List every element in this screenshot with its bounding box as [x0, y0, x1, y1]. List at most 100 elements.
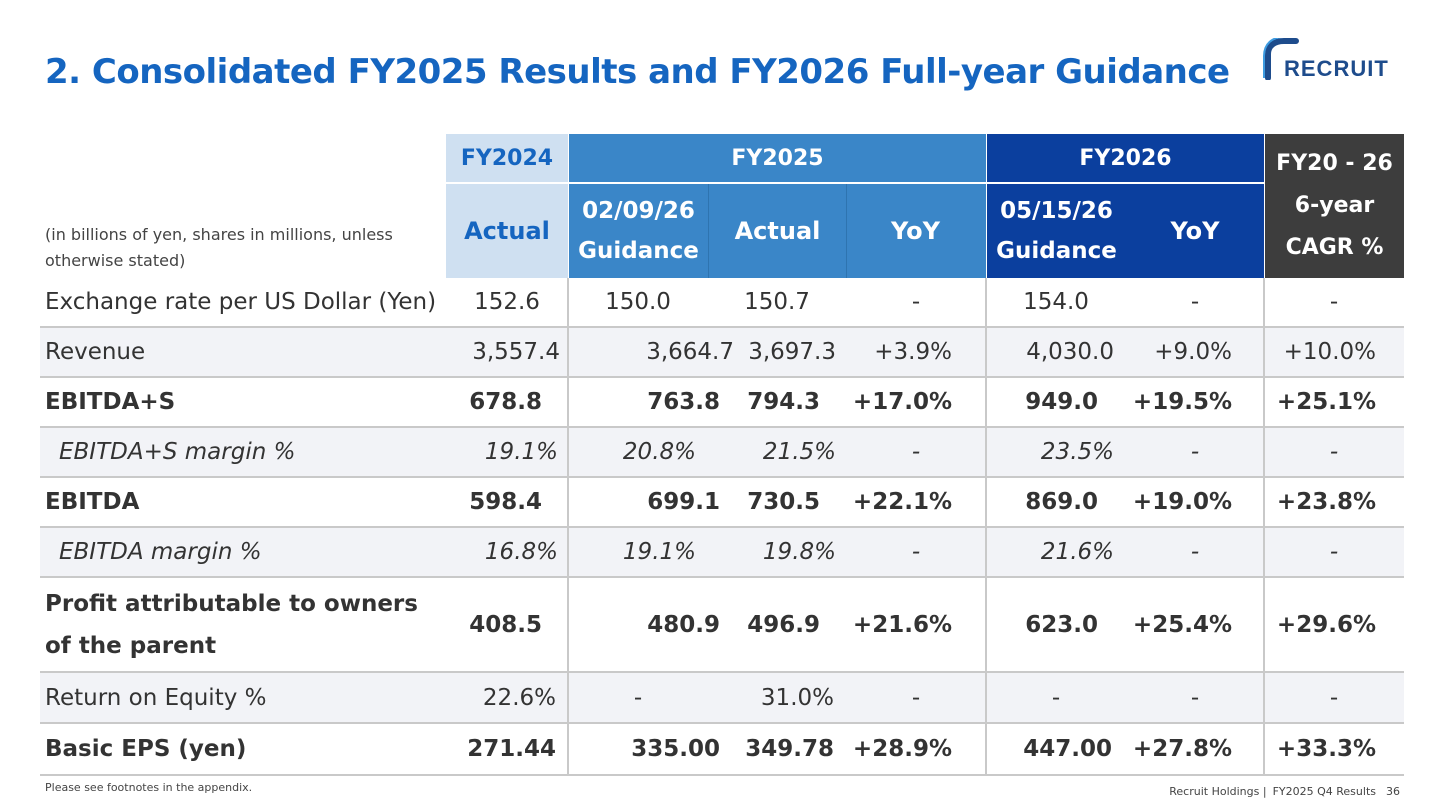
cell-fy2026-yoy: -: [1190, 289, 1200, 315]
cell-fy2025-guidance: -: [633, 684, 643, 711]
row-ebitda-s: EBITDA+S 678.8 763.8 794.3 +17.0% 949.0 …: [40, 378, 1404, 428]
cell-fy2025-guidance: 20.8%: [622, 439, 696, 465]
cell-fy2025-yoy: -: [911, 539, 921, 565]
cell-fy2026-guidance: 447.00: [1023, 736, 1112, 762]
cell-fy2025-actual: 794.3: [747, 389, 820, 415]
cell-cagr: +29.6%: [1276, 611, 1376, 638]
cell-fy2025-yoy: +28.9%: [852, 736, 952, 762]
cell-fy2025-actual: 150.7: [744, 289, 810, 315]
cell-fy2026-guidance: 21.6%: [1040, 539, 1114, 565]
cell-fy2025-yoy: -: [911, 439, 921, 465]
row-profit-to-owners: Profit attributable to owners of the par…: [40, 578, 1404, 673]
row-label: Profit attributable to owners of the par…: [45, 590, 418, 659]
cell-fy2025-guidance: 19.1%: [622, 539, 696, 565]
footer-deck: FY2025 Q4 Results: [1272, 785, 1376, 798]
cell-fy2025-yoy: +22.1%: [852, 489, 952, 515]
cell-cagr: -: [1329, 684, 1339, 711]
cell-fy2025-actual: 3,697.3: [748, 339, 836, 365]
cell-fy2025-guidance: 335.00: [631, 736, 720, 762]
row-basic-eps: Basic EPS (yen) 271.44 335.00 349.78 +28…: [40, 724, 1404, 776]
unit-note: (in billions of yen, shares in millions,…: [45, 225, 393, 270]
cell-fy2024-actual: 408.5: [469, 611, 542, 638]
cell-fy2026-yoy: +25.4%: [1132, 611, 1232, 638]
row-label: EBITDA: [45, 489, 140, 515]
row-roe: Return on Equity % 22.6% - 31.0% - - - -: [40, 673, 1404, 724]
subheader-fy2025-actual: Actual: [708, 184, 846, 278]
row-label: Basic EPS (yen): [45, 736, 247, 762]
cell-cagr: -: [1329, 439, 1339, 465]
cell-fy2026-yoy: -: [1190, 439, 1200, 465]
cell-fy2026-yoy: -: [1190, 684, 1200, 711]
row-label: EBITDA margin %: [59, 539, 262, 565]
header-fy2024: FY2024: [446, 134, 568, 184]
row-exchange-rate: Exchange rate per US Dollar (Yen) 152.6 …: [40, 278, 1404, 328]
row-label: EBITDA+S margin %: [59, 439, 296, 465]
row-label: Revenue: [45, 339, 146, 365]
row-ebitda: EBITDA 598.4 699.1 730.5 +22.1% 869.0 +1…: [40, 478, 1404, 528]
cell-fy2026-guidance: 623.0: [1025, 611, 1098, 638]
cell-fy2026-yoy: +9.0%: [1154, 339, 1232, 365]
cell-cagr: +10.0%: [1283, 339, 1376, 365]
recruit-logo-text: RECRUIT: [1284, 56, 1389, 81]
cell-fy2026-guidance: 154.0: [1023, 289, 1089, 315]
footer: Recruit Holdings | FY2025 Q4 Results 36: [1163, 785, 1400, 798]
cell-cagr: +33.3%: [1276, 736, 1376, 762]
cell-cagr: -: [1329, 289, 1339, 315]
row-revenue: Revenue 3,557.4 3,664.7 3,697.3 +3.9% 4,…: [40, 328, 1404, 378]
cell-fy2026-yoy: +19.0%: [1132, 489, 1232, 515]
divider-fy2026: [1263, 278, 1265, 776]
page-title: 2. Consolidated FY2025 Results and FY202…: [45, 52, 1230, 92]
cell-cagr: -: [1329, 539, 1339, 565]
cell-fy2025-actual: 19.8%: [762, 539, 836, 565]
cell-fy2025-yoy: +21.6%: [852, 611, 952, 638]
cell-fy2026-guidance: 4,030.0: [1026, 339, 1114, 365]
cell-fy2026-guidance: -: [1051, 684, 1061, 711]
footer-company: Recruit Holdings |: [1169, 785, 1267, 798]
cell-fy2025-guidance: 480.9: [647, 611, 720, 638]
cell-fy2025-guidance: 3,664.7: [646, 339, 734, 365]
header-cagr: FY20 - 26 6-year CAGR %: [1264, 134, 1404, 278]
subheader-fy2026-yoy: YoY: [1126, 184, 1264, 278]
cell-fy2025-yoy: +3.9%: [874, 339, 952, 365]
footnote: Please see footnotes in the appendix.: [45, 781, 253, 794]
cell-fy2025-yoy: +17.0%: [852, 389, 952, 415]
cell-fy2024-actual: 271.44: [467, 736, 556, 762]
divider-fy2024: [567, 278, 569, 776]
cell-fy2025-yoy: -: [911, 684, 921, 711]
cell-fy2025-yoy: -: [911, 289, 921, 315]
cell-fy2024-actual: 598.4: [469, 489, 542, 515]
header-fy2026: FY2026: [986, 134, 1264, 184]
cell-fy2025-actual: 496.9: [747, 611, 820, 638]
cell-fy2025-guidance: 150.0: [605, 289, 671, 315]
row-label: Exchange rate per US Dollar (Yen): [45, 289, 437, 315]
recruit-logo: RECRUIT: [1262, 38, 1408, 81]
divider-fy2025: [985, 278, 987, 776]
cell-fy2024-actual: 19.1%: [484, 439, 558, 465]
row-ebitda-s-margin: EBITDA+S margin % 19.1% 20.8% 21.5% - 23…: [40, 428, 1404, 478]
cell-fy2025-actual: 21.5%: [762, 439, 836, 465]
cell-fy2025-actual: 730.5: [747, 489, 820, 515]
cell-fy2025-actual: 31.0%: [760, 684, 834, 711]
recruit-logo-mark-icon: [1263, 38, 1299, 80]
cell-cagr: +23.8%: [1276, 489, 1376, 515]
cell-fy2025-actual: 349.78: [745, 736, 834, 762]
cell-fy2025-guidance: 699.1: [647, 489, 720, 515]
subheader-fy2024-actual: Actual: [446, 184, 568, 278]
cell-fy2024-actual: 152.6: [474, 289, 540, 315]
subheader-fy2025-guidance: 02/09/26 Guidance: [568, 184, 708, 278]
row-label: Return on Equity %: [45, 684, 267, 711]
cell-fy2026-guidance: 869.0: [1025, 489, 1098, 515]
header-fy2025: FY2025: [568, 134, 986, 184]
subheader-fy2025-yoy: YoY: [846, 184, 986, 278]
cell-fy2026-guidance: 949.0: [1025, 389, 1098, 415]
row-label: EBITDA+S: [45, 389, 176, 415]
cell-fy2025-guidance: 763.8: [647, 389, 720, 415]
cell-cagr: +25.1%: [1276, 389, 1376, 415]
cell-fy2024-actual: 678.8: [469, 389, 542, 415]
cell-fy2026-yoy: +19.5%: [1132, 389, 1232, 415]
cell-fy2026-guidance: 23.5%: [1040, 439, 1114, 465]
cell-fy2024-actual: 16.8%: [484, 539, 558, 565]
row-ebitda-margin: EBITDA margin % 16.8% 19.1% 19.8% - 21.6…: [40, 528, 1404, 578]
cell-fy2026-yoy: -: [1190, 539, 1200, 565]
subheader-fy2026-guidance: 05/15/26 Guidance: [986, 184, 1126, 278]
